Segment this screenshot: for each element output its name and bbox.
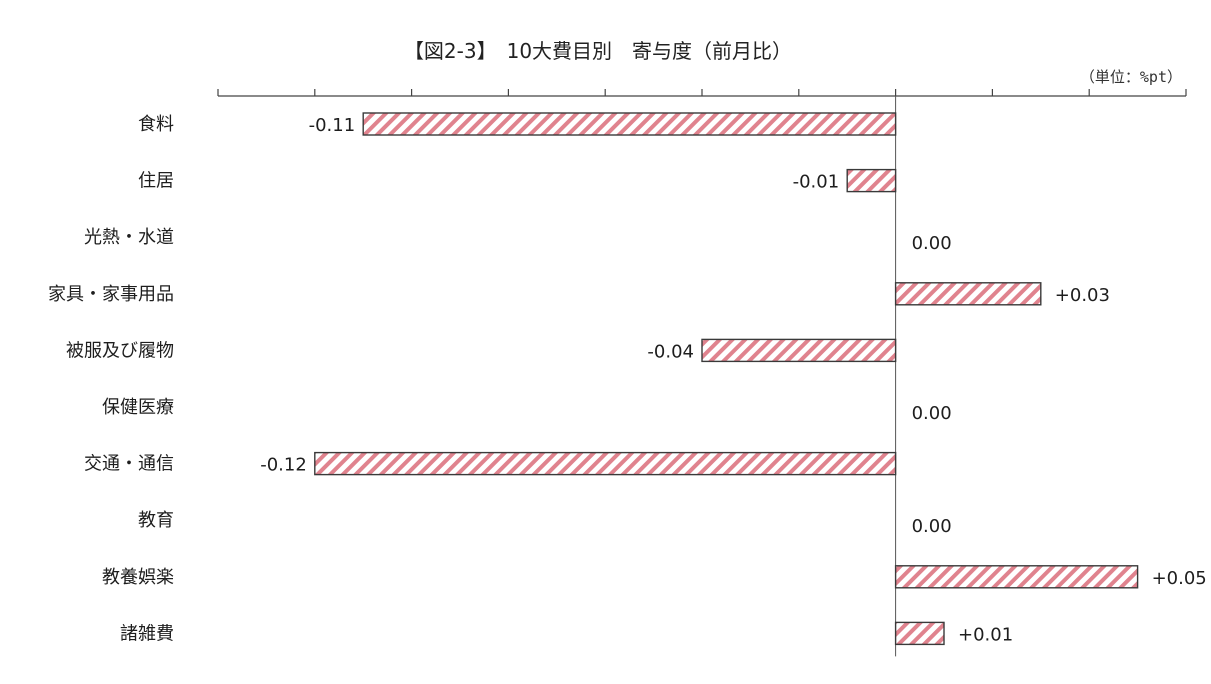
category-label: 食料 (138, 114, 174, 135)
bar (894, 565, 1139, 589)
bar (314, 451, 897, 476)
bar (894, 282, 1042, 306)
value-label: +0.03 (1055, 285, 1110, 306)
value-labels: -0.11 -0.01 0.00 +0.03 -0.04 0.00 -0.12 0.00 +0.… (260, 115, 1207, 645)
value-label: -0.12 (260, 455, 307, 476)
value-label: +0.01 (958, 624, 1013, 645)
category-label: 家具・家事用品 (48, 284, 174, 305)
chart-title: 【図2-3】 10大費目別 寄与度（前月比） (404, 39, 792, 63)
category-label: 保健医療 (102, 397, 174, 418)
value-label: +0.05 (1152, 568, 1207, 589)
bar (846, 168, 897, 193)
value-label: 0.00 (912, 516, 952, 537)
bars (314, 112, 1139, 646)
bar (701, 338, 897, 363)
value-label: -0.11 (309, 115, 356, 136)
category-label: 交通・通信 (84, 454, 174, 475)
category-label: 光熱・水道 (84, 227, 174, 248)
category-label: 被服及び履物 (66, 340, 174, 361)
bar (894, 621, 945, 646)
value-label: -0.01 (793, 172, 840, 193)
category-label: 諸雑費 (120, 623, 174, 644)
bar (362, 112, 897, 136)
category-label: 住居 (138, 171, 174, 192)
category-label: 教養娯楽 (102, 567, 174, 588)
value-label: 0.00 (912, 403, 952, 424)
value-label: 0.00 (912, 233, 952, 254)
category-label: 教育 (138, 510, 174, 531)
unit-label: （単位：%pt） (1080, 68, 1182, 86)
value-label: -0.04 (647, 341, 694, 362)
